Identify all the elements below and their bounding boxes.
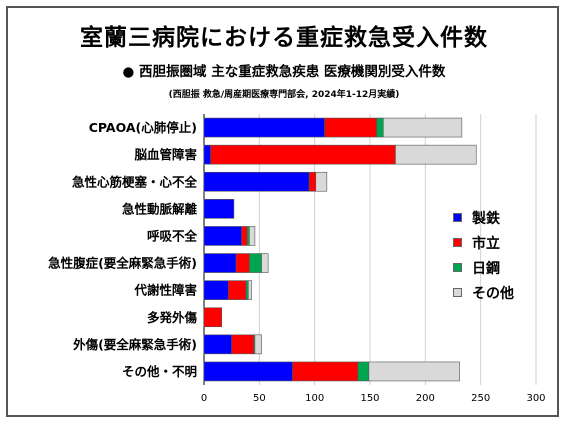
bar-segment-1 [241,226,248,246]
bar-segment-3 [249,226,256,246]
category-label: 急性心筋梗塞・心不全 [72,174,198,189]
bar-segment-2 [245,280,249,300]
category-label: 多発外傷 [147,310,198,325]
bar-segment-2 [246,226,250,246]
bar-segment-0 [203,361,293,382]
bar-segment-2 [357,361,370,382]
bar-segment-3 [368,361,460,382]
bar-segment-3 [382,117,463,138]
category-label: 呼吸不全 [147,228,198,243]
x-tick-label: 100 [305,393,324,404]
bar-segment-1 [235,253,250,273]
legend-item: その他 [453,285,514,302]
bar-segment-0 [203,253,237,273]
bar-segment-3 [315,171,328,192]
bar-segment-0 [203,117,325,138]
category-label: その他・不明 [122,364,197,379]
legend-item: 日鋼 [453,260,514,277]
bar-segment-0 [203,334,232,355]
bar-segment-0 [203,171,310,192]
legend-swatch [453,288,462,297]
chart-title: 室蘭三病院における重症救急受入件数 [80,25,488,51]
legend-swatch [453,213,462,222]
legend-label: 市立 [472,235,500,252]
x-tick-label: 150 [360,393,379,404]
x-tick-label: 250 [471,393,490,404]
x-tick-label: 200 [416,393,435,404]
bar-segment-3 [247,280,252,300]
x-tick-label: 0 [201,393,207,404]
bar-segment-2 [249,253,262,273]
legend-label: その他 [472,285,514,302]
bar-segment-3 [254,334,262,355]
chart-frame [6,6,559,417]
bar-segment-1 [324,117,377,138]
bar-segment-1 [203,307,223,328]
bar-segment-1 [228,280,247,300]
bar-segment-3 [261,253,269,273]
category-label: CPAOA(心肺停止) [89,120,197,135]
legend-item: 製鉄 [453,210,514,227]
legend-swatch [453,238,462,247]
chart-source-note: (西胆振 救急/周産期医療専門部会, 2024年1-12月実績) [168,90,400,100]
bar-segment-1 [308,171,317,192]
legend-label: 製鉄 [472,210,500,227]
bar-segment-1 [292,361,359,382]
category-label: 代謝性障害 [133,283,197,298]
bar-segment-1 [210,144,396,165]
x-tick-label: 300 [526,393,545,404]
category-label: 外傷(要全麻緊急手術) [72,337,197,352]
legend-label: 日鋼 [472,260,500,277]
category-label: 急性動脈解離 [122,201,198,216]
chart-subtitle: ● 西胆振圏域 主な重症救急疾患 医療機関別受入件数 [122,64,446,80]
category-label: 脳血管障害 [134,147,197,162]
bar-segment-0 [203,280,229,300]
bar-segment-2 [376,117,384,138]
bar-segment-0 [203,144,211,165]
bar-segment-0 [203,199,235,219]
legend-item: 市立 [453,235,514,252]
bar-segment-1 [231,334,255,355]
bar-segment-3 [395,144,477,165]
bar-segment-0 [203,226,242,246]
category-label: 急性腹症(要全麻緊急手術) [48,256,197,271]
legend-swatch [453,263,462,272]
chart-legend: 製鉄 市立 日鋼 その他 [453,210,514,310]
x-tick-label: 50 [253,393,266,404]
